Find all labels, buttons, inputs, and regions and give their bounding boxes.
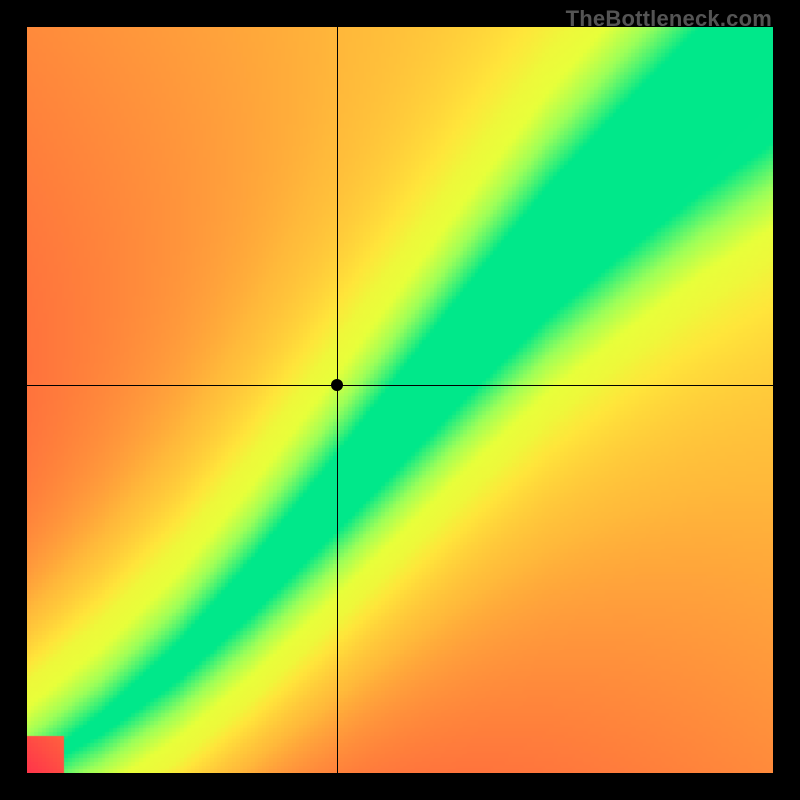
heatmap-canvas (27, 27, 773, 773)
crosshair-vertical (337, 27, 338, 773)
crosshair-marker (331, 379, 343, 391)
watermark-text: TheBottleneck.com (566, 6, 772, 32)
chart-container: TheBottleneck.com (0, 0, 800, 800)
crosshair-horizontal (27, 385, 773, 386)
heatmap-plot (27, 27, 773, 773)
